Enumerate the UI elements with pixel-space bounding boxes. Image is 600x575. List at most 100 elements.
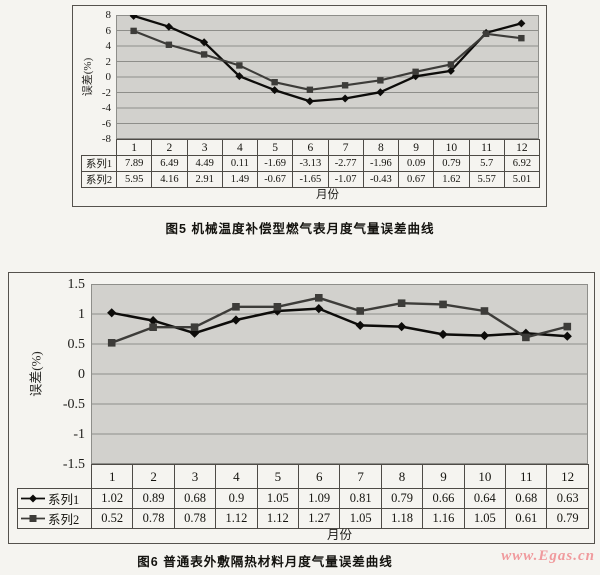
square-marker [397, 299, 406, 307]
square-marker [447, 61, 455, 68]
value-cell: 0.68 [505, 488, 548, 509]
month-header-cell: 12 [546, 464, 589, 489]
square-marker [271, 78, 278, 86]
square-marker [236, 62, 243, 69]
value-cell: 1.02 [90, 488, 134, 509]
square-marker [306, 86, 314, 93]
month-header-row: 1 2 3 4 5 6 7 8 9 10 11 12 [18, 464, 589, 489]
month-header-cell: 10 [463, 464, 507, 489]
month-header-cell: 4 [221, 139, 259, 156]
table-row: 系列1 7.89 6.49 4.49 0.11 -1.69 -3.13 -2.77 -1.96 0… [81, 155, 541, 172]
month-header-cell: 3 [173, 464, 217, 489]
data-table: 1 2 3 4 5 6 7 8 9 10 11 12 系列1 7.89 6.49 4.49 0.11 -1.69-… [81, 139, 541, 188]
value-cell: -1.96 [362, 155, 400, 172]
watermark: www.Egas.cn [501, 548, 595, 564]
month-header-cell: 9 [397, 139, 435, 156]
y-tick-label: 0 [78, 366, 85, 382]
month-header-cell: 2 [132, 464, 175, 489]
month-header-cell: 6 [298, 464, 341, 489]
series-name: 系列2 [85, 175, 113, 186]
series-name: 系列1 [48, 493, 80, 507]
value-cell: 1.05 [256, 488, 300, 509]
diamond-marker [231, 315, 241, 325]
series1-legend-icon [21, 494, 45, 503]
y-tick-label: -6 [101, 117, 111, 130]
diamond-marker [305, 97, 314, 106]
square-marker [522, 333, 530, 342]
table-row: 系列1 1.02 0.89 0.68 0.9 1.05 1.09 0.81 0.79 0.66 0.… [17, 488, 589, 509]
month-header-cell: 12 [503, 139, 541, 156]
month-header-cell: 11 [505, 464, 548, 489]
month-header-cell: 5 [256, 139, 294, 156]
square-marker [130, 27, 137, 35]
square-marker [107, 339, 116, 347]
diamond-marker [517, 19, 526, 28]
value-cell: 0.11 [221, 155, 259, 172]
table-row: 系列2 0.52 0.78 0.78 1.12 1.12 1.27 1.05 1.18 1.16 1… [17, 508, 589, 529]
table-corner [82, 140, 117, 156]
value-cell: 0.66 [422, 488, 465, 509]
plot-area [91, 284, 588, 465]
value-cell: 0.81 [339, 488, 382, 509]
diamond-marker [164, 22, 173, 31]
square-marker [356, 307, 365, 315]
value-cell: 1.12 [215, 508, 258, 529]
value-cell: 0.79 [546, 508, 589, 529]
value-cell: 1.16 [422, 508, 465, 529]
square-marker [482, 30, 490, 38]
value-cell: 0.64 [463, 488, 507, 509]
series-row-header: 系列1 [81, 155, 117, 172]
value-cell: -3.13 [292, 155, 329, 172]
table-corner [18, 465, 92, 489]
y-tick-label: 4 [105, 40, 112, 52]
value-cell: 1.18 [380, 508, 424, 529]
series-row-header: 系列2 [81, 171, 117, 188]
diamond-marker [376, 88, 385, 97]
square-marker [377, 77, 384, 84]
value-cell: 0.79 [380, 488, 424, 509]
month-header-row: 1 2 3 4 5 6 7 8 9 10 11 12 [82, 139, 541, 156]
value-cell: 0.68 [173, 488, 217, 509]
value-cell: 0.61 [505, 508, 548, 529]
y-tick-label: 1.5 [67, 276, 86, 292]
data-table: 1 2 3 4 5 6 7 8 9 10 11 12 系列1 1.02 0.89 0.68 0.9 1.05 1.0… [17, 464, 589, 529]
square-marker [314, 294, 323, 302]
value-cell: 0.09 [397, 155, 435, 172]
diamond-marker [446, 66, 455, 75]
figure6-caption: 图6 普通表外敷隔热材料月度气量误差曲线 [137, 555, 393, 569]
month-header-cell: 7 [339, 464, 382, 489]
value-cell: 4.49 [186, 155, 223, 172]
y-tick-label: -0.5 [62, 396, 85, 412]
value-cell: -1.07 [327, 171, 364, 188]
figure5-chart-box: 误差(%) 8 6 4 2 0 -2 -4 -6 -8 1 2 3 4 5 6 7 8 9 10 11 12 系列1 7.89… [72, 5, 547, 207]
month-header-cell: 8 [362, 139, 400, 156]
y-tick-label: -8 [101, 133, 111, 145]
y-tick-label: -2 [101, 86, 111, 99]
month-header-cell: 1 [115, 139, 153, 156]
month-header-cell: 2 [151, 139, 188, 156]
month-header-cell: 3 [186, 139, 223, 156]
square-marker [273, 303, 282, 311]
square-marker [480, 307, 489, 315]
month-header-cell: 8 [380, 464, 424, 489]
month-header-cell: 9 [422, 464, 465, 489]
y-tick-label: -1 [73, 426, 85, 442]
month-header-cell: 4 [215, 464, 258, 489]
value-cell: 0.79 [433, 155, 470, 172]
plot-area [116, 15, 539, 140]
y-tick-label: 2 [105, 55, 112, 68]
value-cell: 6.49 [151, 155, 188, 172]
series2-legend-icon [21, 515, 45, 522]
y-tick-label: -1.5 [62, 456, 85, 472]
y-tick-label: -4 [101, 102, 111, 114]
value-cell: 7.89 [115, 155, 153, 172]
value-cell: -2.77 [327, 155, 364, 172]
diamond-marker [129, 15, 138, 20]
value-cell: 0.89 [132, 488, 175, 509]
x-axis-label: 月份 [326, 528, 352, 542]
diamond-marker [341, 94, 350, 103]
value-cell: 5.01 [503, 171, 541, 188]
month-header-cell: 5 [256, 464, 300, 489]
series-name: 系列2 [48, 513, 80, 527]
square-marker [165, 41, 173, 48]
